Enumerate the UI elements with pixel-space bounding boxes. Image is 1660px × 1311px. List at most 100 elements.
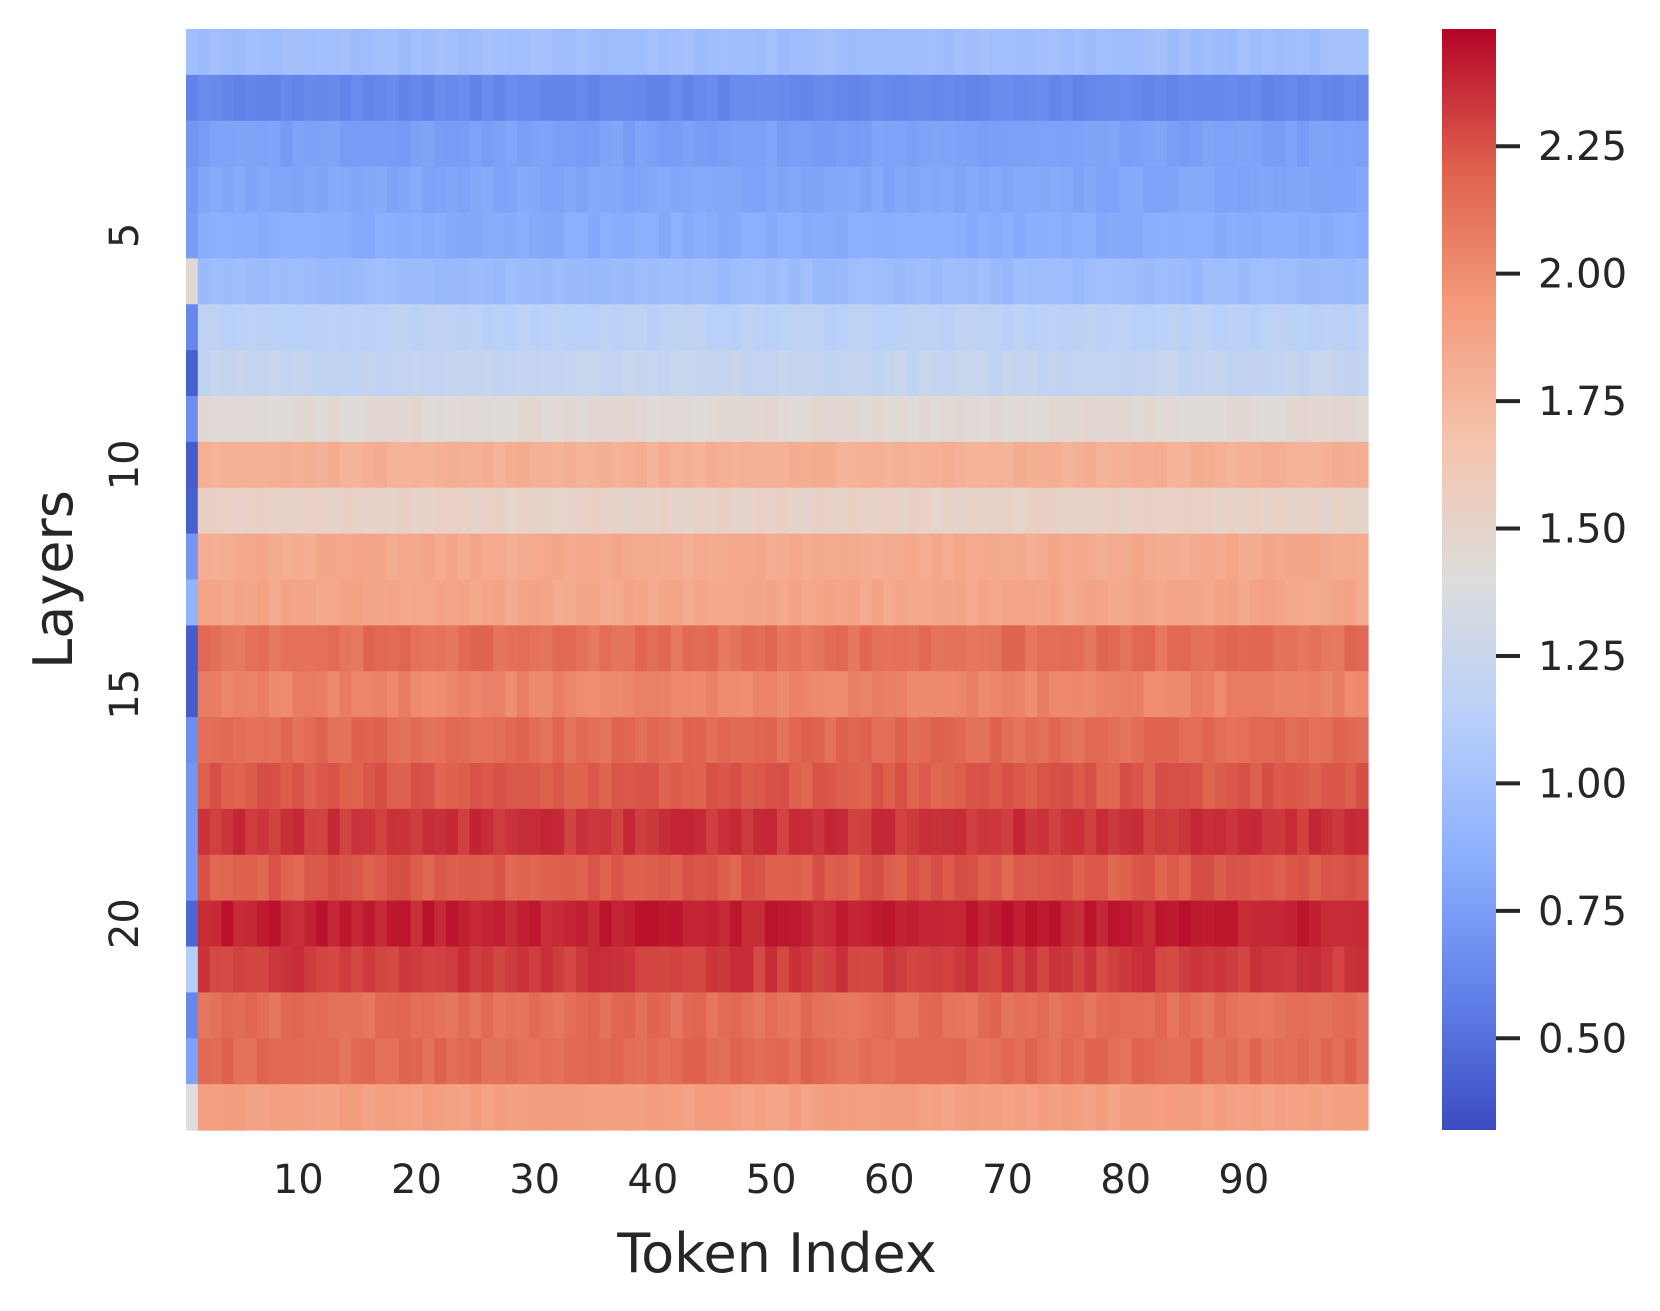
heatmap-cell: [1320, 808, 1334, 856]
heatmap-cell: [327, 441, 341, 489]
heatmap-cell: [1167, 671, 1180, 718]
heatmap-cell: [209, 304, 223, 351]
heatmap-cell: [611, 166, 624, 214]
heatmap-cell: [871, 29, 884, 76]
heatmap-cell: [1249, 212, 1263, 259]
heatmap-cell: [434, 166, 447, 214]
heatmap-cell: [339, 29, 353, 76]
heatmap-cell: [1072, 1038, 1085, 1085]
heatmap-cell: [481, 1084, 494, 1131]
heatmap-cell: [611, 1084, 624, 1131]
heatmap-cell: [635, 900, 648, 948]
heatmap-cell: [564, 74, 577, 122]
heatmap-cell: [1096, 396, 1109, 443]
heatmap-cell: [1249, 625, 1263, 672]
heatmap-cell: [386, 625, 400, 672]
heatmap-cell: [221, 808, 234, 856]
heatmap-cell: [434, 1038, 447, 1085]
heatmap-cell: [375, 671, 388, 718]
heatmap-cell: [765, 533, 778, 581]
heatmap-cell: [1285, 74, 1298, 122]
heatmap-cell: [788, 763, 802, 810]
heatmap-cell: [1190, 1038, 1204, 1085]
heatmap-cell: [895, 533, 908, 581]
heatmap-cell: [847, 625, 861, 672]
heatmap-cell: [1131, 29, 1145, 76]
heatmap-cell: [1072, 304, 1085, 351]
heatmap-cell: [1178, 992, 1192, 1039]
heatmap-cell: [245, 625, 258, 672]
heatmap-cell: [635, 946, 648, 993]
heatmap-cell: [918, 441, 932, 489]
heatmap-cell: [966, 1038, 979, 1085]
heatmap-cell: [717, 1038, 731, 1085]
heatmap-cell: [836, 1084, 849, 1131]
heatmap-cell: [363, 625, 376, 672]
heatmap-cell: [493, 625, 506, 672]
heatmap-cell: [304, 396, 317, 443]
heatmap-cell: [1013, 304, 1026, 351]
heatmap-cell: [1107, 396, 1121, 443]
heatmap-cell: [1155, 717, 1168, 764]
heatmap-cell: [895, 1084, 908, 1131]
heatmap-cell: [859, 1084, 873, 1131]
heatmap-cell: [233, 396, 246, 443]
heatmap-cell: [670, 396, 684, 443]
heatmap-cell: [256, 74, 270, 122]
heatmap-cell: [1143, 304, 1156, 351]
heatmap-cell: [907, 900, 920, 948]
heatmap-cell: [186, 212, 199, 259]
heatmap-cell: [907, 763, 920, 810]
heatmap-cell: [1084, 29, 1097, 76]
heatmap-cell: [540, 763, 554, 810]
heatmap-cell: [1084, 579, 1097, 626]
heatmap-cell: [186, 854, 199, 902]
heatmap-cell: [871, 258, 884, 305]
heatmap-cell: [883, 441, 896, 489]
heatmap-cell: [1344, 1038, 1357, 1085]
heatmap-cell: [1072, 900, 1085, 948]
heatmap-cell: [623, 487, 636, 535]
x-tick-label: 90: [1218, 1157, 1269, 1203]
heatmap-cell: [587, 304, 601, 351]
heatmap-cell: [363, 717, 376, 764]
heatmap-cell: [221, 763, 234, 810]
heatmap-cell: [1344, 120, 1357, 168]
heatmap-cell: [777, 992, 790, 1039]
heatmap-cell: [1001, 29, 1014, 76]
heatmap-cell: [989, 854, 1003, 902]
heatmap-cell: [1356, 29, 1369, 76]
heatmap-cell: [788, 120, 802, 168]
heatmap-cell: [398, 992, 412, 1039]
heatmap-cell: [363, 671, 376, 718]
heatmap-cell: [339, 579, 353, 626]
heatmap-cell: [422, 671, 435, 718]
heatmap-cell: [918, 808, 932, 856]
heatmap-cell: [209, 1038, 223, 1085]
heatmap-cell: [422, 579, 435, 626]
heatmap-cell: [1167, 1038, 1180, 1085]
heatmap-cell: [233, 533, 246, 581]
heatmap-cell: [493, 441, 506, 489]
heatmap-cell: [741, 579, 754, 626]
heatmap-cell: [966, 533, 979, 581]
heatmap-cell: [457, 900, 471, 948]
heatmap-cell: [292, 441, 305, 489]
heatmap-cell: [1119, 350, 1133, 397]
heatmap-cell: [777, 808, 790, 856]
heatmap-cell: [1107, 1038, 1121, 1085]
heatmap-cell: [1131, 166, 1145, 214]
heatmap-cell: [788, 350, 802, 397]
heatmap-cell: [505, 120, 518, 168]
heatmap-cell: [717, 900, 731, 948]
heatmap-cell: [1202, 258, 1215, 305]
heatmap-cell: [233, 808, 246, 856]
heatmap-cell: [942, 717, 955, 764]
heatmap-cell: [859, 533, 873, 581]
heatmap-cell: [1107, 992, 1121, 1039]
heatmap-cell: [729, 304, 743, 351]
heatmap-cell: [954, 992, 967, 1039]
heatmap-cell: [1202, 350, 1215, 397]
heatmap-cell: [658, 763, 672, 810]
heatmap-cell: [1107, 763, 1121, 810]
